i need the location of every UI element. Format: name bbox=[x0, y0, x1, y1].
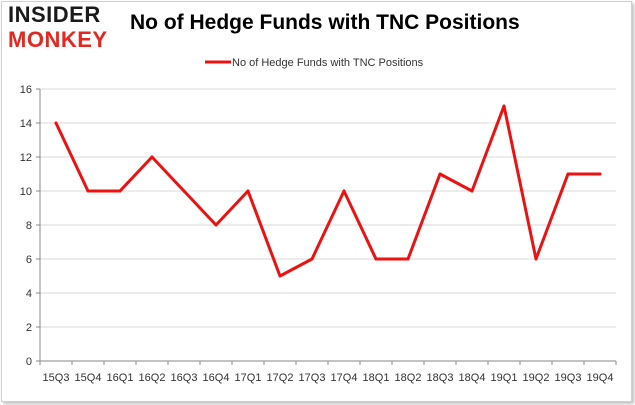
gridlines bbox=[40, 88, 616, 328]
chart-title: No of Hedge Funds with TNC Positions bbox=[130, 11, 520, 34]
data-point-17Q2 bbox=[278, 274, 282, 278]
y-tick-label-14: 14 bbox=[20, 118, 32, 130]
data-point-15Q3 bbox=[54, 121, 58, 125]
x-tick-label-19Q4: 19Q4 bbox=[587, 372, 614, 384]
y-tick-label-16: 16 bbox=[20, 84, 32, 96]
y-tick-label-2: 2 bbox=[26, 322, 32, 334]
series-layer bbox=[54, 104, 602, 278]
x-tick-label-18Q3: 18Q3 bbox=[427, 372, 454, 384]
y-tick-labels: 0 2 4 6 8 10 12 14 16 bbox=[20, 84, 32, 368]
data-point-19Q3 bbox=[566, 172, 570, 176]
y-tick-label-0: 0 bbox=[26, 356, 32, 368]
series-line-0 bbox=[54, 104, 602, 278]
axes bbox=[36, 88, 617, 365]
data-point-17Q3 bbox=[310, 257, 314, 261]
data-point-16Q1 bbox=[118, 189, 122, 193]
data-point-18Q4 bbox=[470, 189, 474, 193]
x-tick-label-15Q3: 15Q3 bbox=[43, 372, 70, 384]
logo-line-monkey: MONKEY bbox=[8, 27, 108, 52]
x-tick-label-17Q2: 17Q2 bbox=[267, 372, 294, 384]
x-tick-label-19Q2: 19Q2 bbox=[523, 372, 550, 384]
x-tick-label-17Q4: 17Q4 bbox=[331, 372, 358, 384]
x-tick-label-19Q3: 19Q3 bbox=[555, 372, 582, 384]
data-point-16Q4 bbox=[214, 223, 218, 227]
x-tick-label-16Q1: 16Q1 bbox=[107, 372, 134, 384]
y-tick-label-12: 12 bbox=[20, 152, 32, 164]
data-point-18Q2 bbox=[406, 257, 410, 261]
insider-monkey-logo: INSIDER MONKEY bbox=[8, 4, 116, 51]
y-tick-label-6: 6 bbox=[26, 254, 32, 266]
x-tick-label-16Q3: 16Q3 bbox=[171, 372, 198, 384]
x-tick-label-17Q1: 17Q1 bbox=[235, 372, 262, 384]
legend: No of Hedge Funds with TNC Positions bbox=[205, 57, 424, 69]
x-tick-label-15Q4: 15Q4 bbox=[75, 372, 102, 384]
y-tick-label-4: 4 bbox=[26, 288, 32, 300]
data-point-19Q1 bbox=[502, 104, 506, 108]
data-point-16Q3 bbox=[182, 189, 186, 193]
x-tick-label-16Q2: 16Q2 bbox=[139, 372, 166, 384]
x-tick-label-18Q1: 18Q1 bbox=[363, 372, 390, 384]
data-point-15Q4 bbox=[86, 189, 90, 193]
data-point-16Q2 bbox=[150, 155, 154, 159]
x-tick-label-19Q1: 19Q1 bbox=[491, 372, 518, 384]
data-point-17Q1 bbox=[246, 189, 250, 193]
x-tick-labels: 15Q3 15Q4 16Q1 16Q2 16Q3 16Q4 17Q1 17Q2 17Q3 17Q4… bbox=[43, 372, 614, 384]
data-point-18Q1 bbox=[374, 257, 378, 261]
x-tick-label-18Q4: 18Q4 bbox=[459, 372, 486, 384]
logo-line-insider: INSIDER bbox=[8, 2, 101, 27]
data-point-19Q2 bbox=[534, 257, 538, 261]
x-tick-label-18Q2: 18Q2 bbox=[395, 372, 422, 384]
data-point-18Q3 bbox=[438, 172, 442, 176]
data-point-17Q4 bbox=[342, 189, 346, 193]
y-tick-label-8: 8 bbox=[26, 220, 32, 232]
y-tick-label-10: 10 bbox=[20, 186, 32, 198]
legend-label: No of Hedge Funds with TNC Positions bbox=[232, 57, 424, 69]
data-point-19Q4 bbox=[598, 172, 602, 176]
x-tick-label-17Q3: 17Q3 bbox=[299, 372, 326, 384]
x-tick-label-16Q4: 16Q4 bbox=[203, 372, 230, 384]
